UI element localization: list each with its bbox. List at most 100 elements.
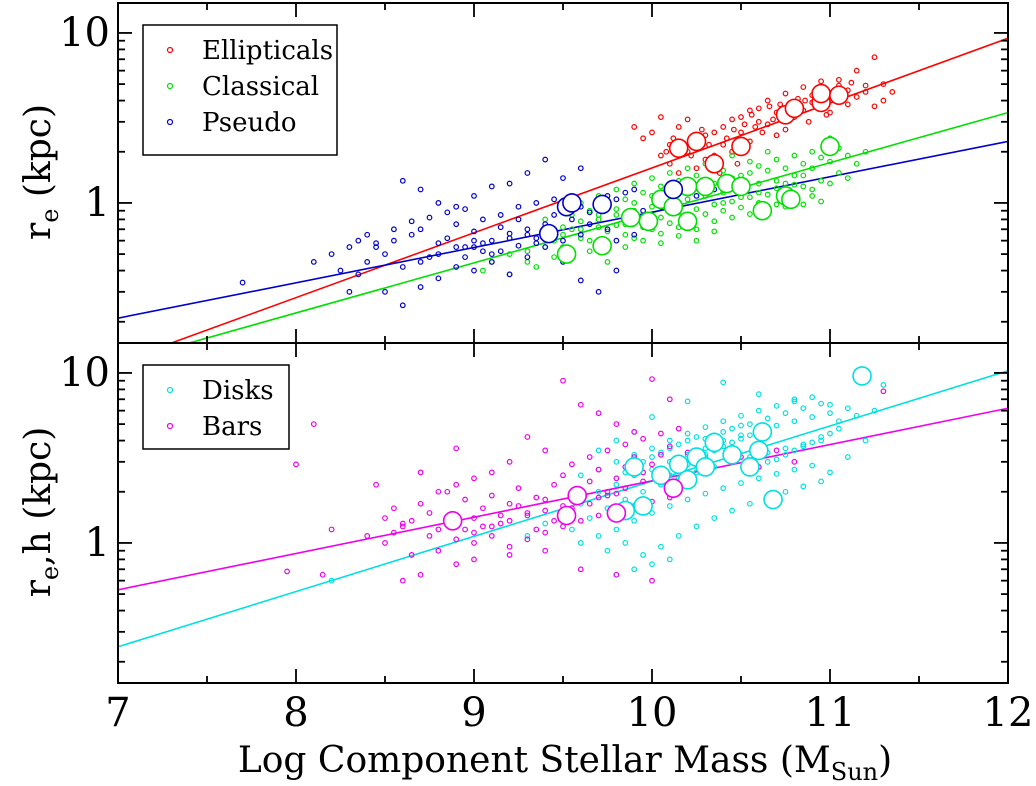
data-point [889, 88, 896, 95]
legend-marker-bars [166, 422, 174, 430]
data-point [640, 135, 646, 142]
average-point [704, 432, 725, 453]
data-point [577, 566, 584, 573]
data-point [417, 571, 424, 578]
data-point [666, 503, 673, 509]
averages-disks [615, 366, 872, 521]
average-point [763, 489, 783, 510]
data-point [711, 129, 718, 136]
data-point [586, 209, 593, 216]
average-point [752, 200, 773, 221]
averages-classical [556, 136, 840, 264]
average-point [740, 457, 760, 477]
data-point [622, 485, 629, 492]
data-point [720, 124, 727, 130]
data-point [346, 288, 353, 295]
data-point [729, 507, 735, 514]
data-point [684, 196, 691, 203]
data-point [595, 466, 602, 473]
data-point [515, 485, 522, 492]
data-point [729, 425, 735, 432]
data-point [577, 517, 584, 524]
data-point [747, 194, 753, 201]
data-point [328, 251, 335, 258]
data-point [435, 200, 442, 206]
data-point [827, 180, 833, 187]
data-point [426, 510, 433, 516]
data-point [284, 568, 291, 575]
averages-ellipticals [668, 83, 849, 174]
fit-line-classical [188, 111, 1008, 343]
data-point [586, 237, 593, 244]
data-point [706, 141, 712, 148]
data-point [666, 396, 673, 403]
data-point [658, 183, 664, 190]
data-point [640, 189, 646, 196]
data-point [613, 458, 620, 465]
data-point [408, 552, 415, 558]
data-point [373, 244, 380, 250]
legend-label-disks: Disks [202, 376, 274, 406]
data-point [382, 515, 388, 521]
data-point [738, 432, 744, 439]
data-point [747, 170, 753, 176]
data-point [675, 124, 682, 130]
average-point [704, 153, 725, 174]
data-point [595, 532, 602, 539]
data-point [533, 235, 540, 242]
data-point [782, 488, 789, 495]
data-point [666, 437, 673, 444]
average-point [695, 457, 716, 477]
data-point [551, 212, 557, 218]
data-point [595, 447, 602, 454]
data-point [506, 543, 513, 550]
legend-box [142, 364, 290, 450]
y-tick-label: 1 [85, 520, 110, 566]
data-point [293, 461, 299, 468]
data-point [836, 76, 842, 83]
data-point [800, 443, 807, 450]
data-point [809, 186, 816, 193]
data-point [417, 500, 424, 507]
data-point [604, 228, 611, 235]
data-point [417, 469, 424, 476]
data-point [631, 428, 638, 435]
data-point [408, 218, 415, 225]
data-point [497, 520, 504, 527]
data-point [711, 201, 718, 208]
data-point [239, 279, 246, 286]
data-point [560, 231, 566, 238]
data-point [586, 500, 593, 507]
data-point [818, 154, 824, 161]
data-point [791, 172, 798, 179]
data-point [426, 532, 433, 539]
data-point [471, 192, 477, 199]
data-point [462, 496, 469, 503]
data-point [542, 496, 549, 503]
data-point [417, 226, 424, 233]
data-point [613, 437, 620, 444]
data-point [738, 412, 744, 419]
legend: Ellipticals Classical Pseudo [142, 24, 338, 156]
data-point [782, 90, 789, 97]
data-point [747, 421, 753, 428]
data-point [791, 152, 798, 159]
data-point [417, 284, 424, 290]
average-point [820, 136, 840, 157]
average-point [752, 422, 773, 442]
legend-label-bars: Bars [202, 412, 262, 442]
data-point [684, 437, 691, 444]
data-point [542, 507, 549, 514]
data-point [640, 237, 646, 244]
data-point [871, 54, 878, 61]
data-point [488, 258, 495, 265]
data-point [738, 422, 744, 429]
data-point [755, 118, 762, 125]
data-point [818, 437, 824, 444]
data-point [827, 410, 833, 417]
data-point [595, 410, 602, 417]
data-point [827, 401, 833, 408]
data-point [684, 496, 691, 503]
average-point [668, 454, 689, 475]
data-point [755, 163, 762, 169]
